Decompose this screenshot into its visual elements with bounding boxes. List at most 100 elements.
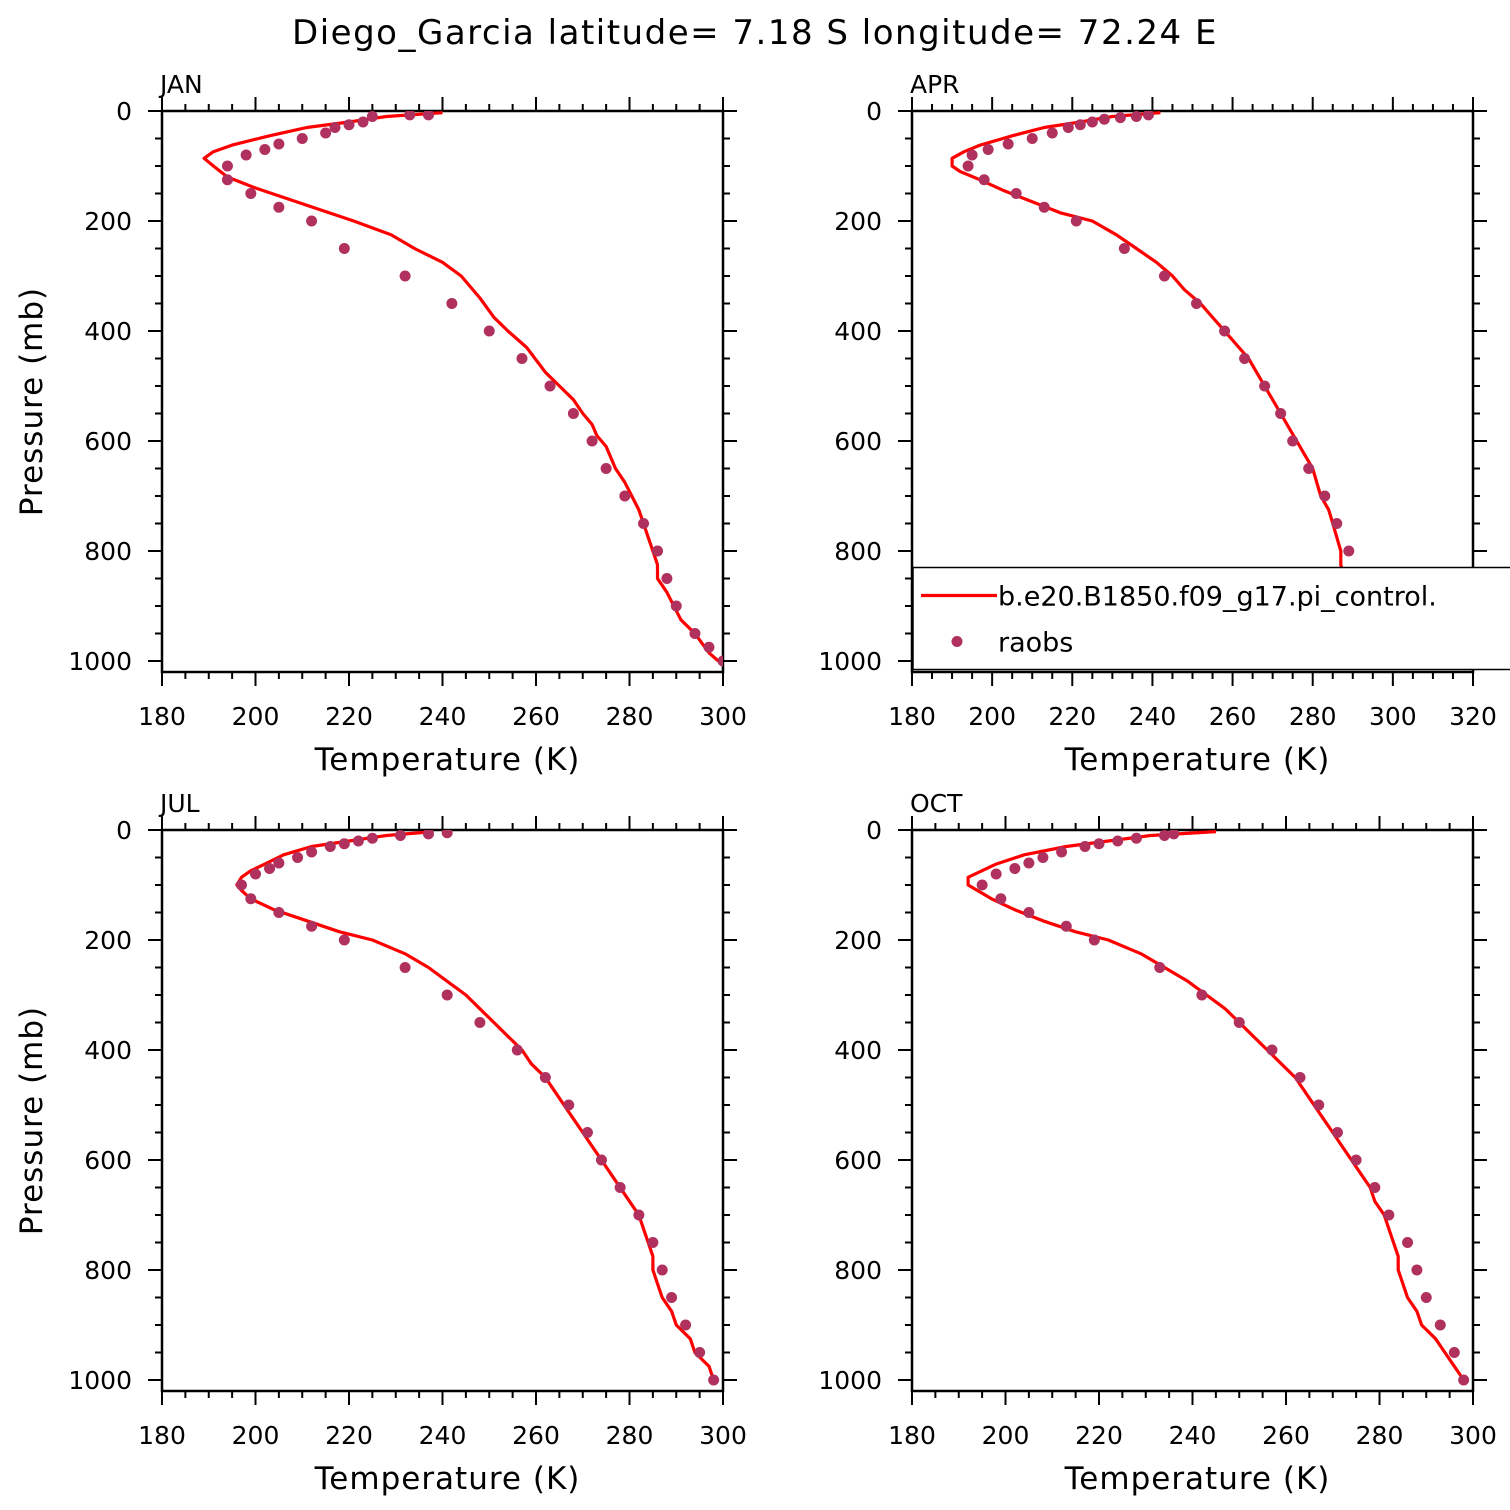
raobs-point xyxy=(338,243,350,254)
raobs-point xyxy=(245,188,257,199)
raobs-point xyxy=(329,122,341,133)
raobs-point xyxy=(976,879,988,891)
model-series-line xyxy=(202,111,720,663)
raobs-point xyxy=(320,127,332,139)
raobs-point xyxy=(1130,832,1142,844)
raobs-point xyxy=(1062,122,1074,133)
raobs-point xyxy=(399,962,411,973)
y-tick-label: 600 xyxy=(834,427,882,456)
raobs-point xyxy=(1420,1292,1432,1303)
y-tick-label: 600 xyxy=(84,1146,132,1175)
raobs-point xyxy=(1191,298,1203,309)
y-tick-label: 800 xyxy=(84,537,132,566)
x-tick-label: 300 xyxy=(699,702,747,731)
raobs-point xyxy=(273,138,285,150)
raobs-point xyxy=(567,408,579,419)
raobs-point xyxy=(1009,863,1021,874)
panel-title: OCT xyxy=(910,789,963,818)
y-tick-label: 1000 xyxy=(68,647,132,676)
raobs-point xyxy=(708,1374,720,1386)
raobs-point xyxy=(1074,119,1086,131)
raobs-point xyxy=(292,852,304,863)
raobs-point xyxy=(404,111,416,121)
raobs-point xyxy=(1114,112,1126,124)
y-tick-label: 1000 xyxy=(818,647,882,676)
raobs-point xyxy=(516,353,528,364)
raobs-point xyxy=(1331,1127,1343,1138)
raobs-point xyxy=(656,1264,668,1276)
x-tick-label: 280 xyxy=(1289,702,1337,731)
raobs-point xyxy=(245,893,257,905)
raobs-point xyxy=(1343,545,1355,557)
raobs-point xyxy=(1383,1209,1395,1221)
x-tick-label: 280 xyxy=(606,702,654,731)
raobs-point xyxy=(1266,1044,1278,1056)
x-tick-label: 240 xyxy=(1129,702,1177,731)
raobs-point xyxy=(1070,215,1082,227)
raobs-point xyxy=(689,628,701,639)
raobs-point xyxy=(1112,835,1124,847)
raobs-point xyxy=(670,600,682,612)
panel-title: JAN xyxy=(158,70,203,99)
raobs-point xyxy=(717,655,723,667)
raobs-point xyxy=(357,116,369,128)
raobs-point xyxy=(647,1237,659,1248)
raobs-point xyxy=(324,841,336,852)
raobs-point xyxy=(1026,133,1038,144)
raobs-point xyxy=(1098,113,1110,125)
x-tick-label: 180 xyxy=(888,702,936,731)
raobs-point xyxy=(250,868,261,880)
x-tick-label: 200 xyxy=(968,702,1016,731)
raobs-point xyxy=(638,518,650,529)
panel-jan: JAN 180 200 220 240 260 280 300 0 200 400 600 800 100… xyxy=(14,70,747,778)
y-tick-label: 200 xyxy=(834,926,882,955)
panels-container: JAN 180 200 220 240 260 280 300 0 200 400 600 800 100… xyxy=(14,70,1510,1497)
x-tick-label: 320 xyxy=(1449,702,1497,731)
raobs-point xyxy=(366,111,378,122)
x-tick-label: 300 xyxy=(1449,1421,1497,1450)
raobs-point xyxy=(343,119,355,131)
raobs-point xyxy=(1287,435,1299,447)
panel-oct: OCT 180 200 220 240 260 280 300 0 200 400 600 800 100… xyxy=(818,789,1496,1497)
raobs-point xyxy=(1350,1154,1362,1166)
raobs-point xyxy=(966,149,978,161)
raobs-point xyxy=(338,838,350,850)
legend-label-model: b.e20.B1850.f09_g17.pi_control. xyxy=(998,582,1437,613)
raobs-point xyxy=(1118,243,1130,254)
raobs-point xyxy=(990,868,1002,880)
raobs-point xyxy=(1079,841,1091,852)
raobs-point xyxy=(446,298,458,309)
y-tick-label: 600 xyxy=(84,427,132,456)
raobs-point xyxy=(1196,989,1208,1001)
x-tick-label: 200 xyxy=(232,1421,280,1450)
raobs-point xyxy=(1448,1347,1460,1358)
x-tick-label: 260 xyxy=(512,702,560,731)
legend-box xyxy=(912,566,1510,671)
x-tick-label: 280 xyxy=(1356,1421,1404,1450)
raobs-point xyxy=(1158,270,1170,282)
x-tick-label: 280 xyxy=(606,1421,654,1450)
raobs-point xyxy=(1275,408,1287,419)
raobs-point xyxy=(661,573,673,584)
x-tick-label: 260 xyxy=(512,1421,560,1450)
raobs-point xyxy=(338,934,350,946)
y-tick-label: 200 xyxy=(84,207,132,236)
raobs-point xyxy=(1060,920,1072,932)
raobs-point xyxy=(259,144,271,155)
y-tick-label: 1000 xyxy=(68,1366,132,1395)
panel-title: JUL xyxy=(158,789,200,818)
model-series-line xyxy=(950,111,1391,662)
raobs-point xyxy=(595,1154,607,1166)
x-tick-label: 240 xyxy=(419,1421,467,1450)
raobs-point xyxy=(1303,463,1315,474)
legend-marker-swatch xyxy=(951,636,963,647)
y-tick-label: 400 xyxy=(834,1036,882,1065)
x-tick-label: 300 xyxy=(699,1421,747,1450)
raobs-point xyxy=(352,835,364,847)
raobs-point xyxy=(978,174,990,186)
raobs-point xyxy=(273,857,285,869)
raobs-point xyxy=(1313,1099,1325,1111)
y-tick-label: 1000 xyxy=(818,1366,882,1395)
y-tick-label: 400 xyxy=(84,317,132,346)
x-tick-label: 180 xyxy=(138,702,186,731)
